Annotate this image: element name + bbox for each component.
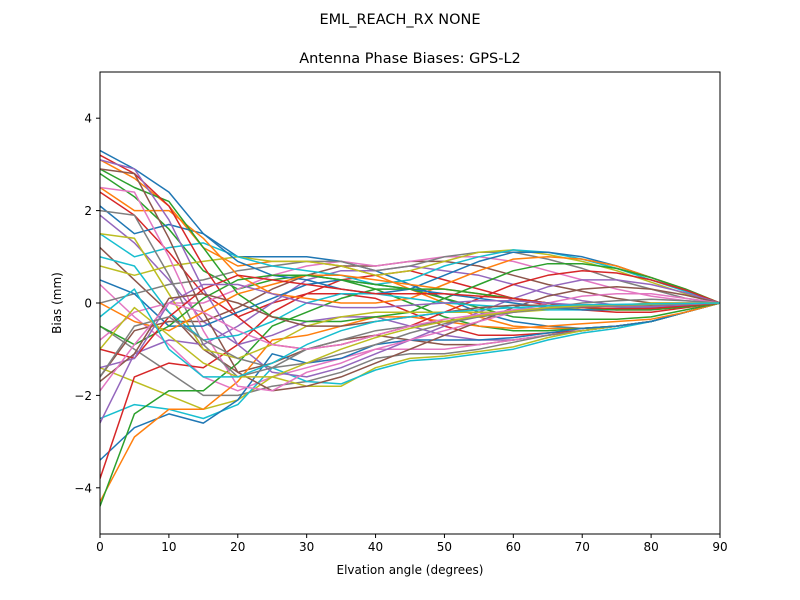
y-tick-label: 0 bbox=[84, 297, 92, 311]
series-line-27 bbox=[100, 186, 720, 392]
x-tick-label: 30 bbox=[299, 540, 314, 554]
series-line-35 bbox=[100, 283, 720, 369]
x-tick-label: 40 bbox=[368, 540, 383, 554]
series-line-40 bbox=[100, 288, 720, 378]
x-axis: 0 10 20 30 40 50 60 70 80 90 bbox=[96, 534, 728, 554]
x-tick-label: 90 bbox=[712, 540, 727, 554]
series-line-34 bbox=[100, 274, 720, 360]
series-line-10 bbox=[100, 302, 720, 420]
series-line-38 bbox=[100, 302, 720, 378]
series-line-17 bbox=[100, 256, 720, 341]
series-layer bbox=[100, 149, 720, 507]
x-tick-label: 50 bbox=[437, 540, 452, 554]
chart-title: Antenna Phase Biases: GPS-L2 bbox=[299, 51, 521, 67]
x-tick-label: 20 bbox=[230, 540, 245, 554]
x-tick-label: 0 bbox=[96, 540, 104, 554]
series-line-33 bbox=[100, 274, 720, 346]
y-tick-label: 4 bbox=[84, 112, 92, 126]
y-tick-label: −2 bbox=[74, 389, 92, 403]
x-tick-label: 10 bbox=[161, 540, 176, 554]
y-tick-label: 2 bbox=[84, 204, 92, 218]
figure-suptitle: EML_REACH_RX NONE bbox=[319, 12, 480, 28]
series-line-19 bbox=[100, 249, 720, 304]
y-tick-label: −4 bbox=[74, 481, 92, 495]
y-axis-label: Bias (mm) bbox=[50, 272, 64, 334]
x-axis-label: Elvation angle (degrees) bbox=[337, 563, 484, 577]
x-tick-label: 70 bbox=[575, 540, 590, 554]
y-axis: −4 −2 0 2 4 bbox=[74, 112, 100, 495]
x-tick-label: 80 bbox=[643, 540, 658, 554]
x-tick-label: 60 bbox=[506, 540, 521, 554]
